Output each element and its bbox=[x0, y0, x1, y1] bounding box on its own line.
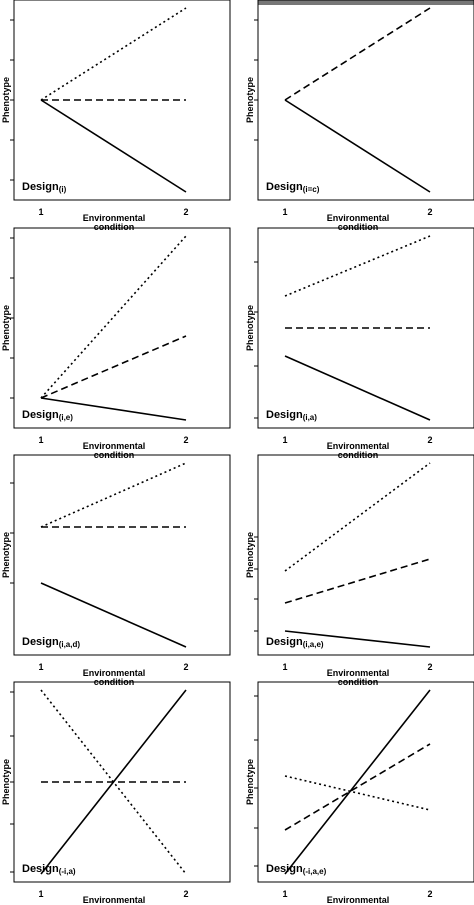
series-line-dashed bbox=[284, 558, 431, 604]
x-tick-label: 2 bbox=[427, 662, 432, 672]
series-line-dashed bbox=[284, 7, 431, 101]
design-label: Design(i,a) bbox=[266, 409, 317, 422]
series-line-dotted bbox=[40, 235, 187, 399]
series-line-dotted bbox=[284, 235, 431, 297]
x-axis-label-line1: Environmental bbox=[83, 441, 146, 451]
plot-frame bbox=[257, 227, 474, 429]
design-label-subscript: (i) bbox=[59, 185, 67, 194]
x-axis-label-line1: Environmental bbox=[327, 213, 390, 223]
x-tick-label: 2 bbox=[427, 435, 432, 445]
design-label: Design(i,a,e) bbox=[266, 636, 324, 649]
x-tick-label: 1 bbox=[38, 435, 43, 445]
x-tick-label: 1 bbox=[38, 889, 43, 899]
x-axis-label-line1: Environmental bbox=[83, 895, 146, 905]
design-label-main: Design bbox=[22, 181, 59, 193]
design-label: Design(i) bbox=[22, 181, 67, 194]
design-label-subscript: (i,a,d) bbox=[59, 640, 81, 649]
series-line-solid bbox=[40, 397, 187, 421]
x-tick-label: 2 bbox=[427, 889, 432, 899]
x-tick-label: 1 bbox=[282, 662, 287, 672]
series-line-solid bbox=[40, 99, 187, 193]
x-tick-label: 2 bbox=[183, 435, 188, 445]
x-axis-label-line1: Environmental bbox=[327, 441, 390, 451]
series-line-dotted bbox=[40, 689, 187, 875]
x-axis-label-line1: Environmental bbox=[83, 213, 146, 223]
y-axis-label: Phenotype bbox=[1, 305, 11, 351]
x-tick-label: 1 bbox=[38, 207, 43, 217]
x-tick-label: 1 bbox=[282, 207, 287, 217]
plot-frame bbox=[257, 454, 474, 656]
design-label-main: Design bbox=[22, 409, 59, 421]
y-axis-label: Phenotype bbox=[245, 532, 255, 578]
design-label-subscript: (i,a) bbox=[303, 413, 318, 422]
series-line-dashed bbox=[40, 335, 187, 399]
x-axis-label-line1: Environmental bbox=[327, 668, 390, 678]
design-label-main: Design bbox=[22, 863, 59, 875]
design-label-subscript: (i,e) bbox=[59, 413, 74, 422]
series-line-solid bbox=[284, 355, 431, 421]
design-label-subscript: (i=c) bbox=[303, 185, 320, 194]
x-axis-label-line1: Environmental bbox=[327, 895, 390, 905]
y-axis-label: Phenotype bbox=[245, 305, 255, 351]
x-tick-label: 1 bbox=[282, 889, 287, 899]
panel-8: Design(-i,a,e)Phenotype12Environmentalco… bbox=[245, 681, 474, 905]
series-line-solid bbox=[40, 582, 187, 648]
series-line-dotted bbox=[40, 7, 187, 101]
x-tick-label: 1 bbox=[282, 435, 287, 445]
x-tick-label: 2 bbox=[183, 662, 188, 672]
y-axis-label: Phenotype bbox=[1, 77, 11, 123]
design-label: Design(i,e) bbox=[22, 409, 73, 422]
x-tick-label: 2 bbox=[427, 207, 432, 217]
panel-7: Design(-i,a)Phenotype12Environmentalcond… bbox=[1, 681, 231, 905]
x-axis-label-line2: condition bbox=[338, 222, 379, 232]
design-label: Design(-i,a) bbox=[22, 863, 76, 876]
x-tick-label: 1 bbox=[38, 662, 43, 672]
design-label-subscript: (-i,a) bbox=[59, 867, 76, 876]
design-label: Design(i=c) bbox=[266, 181, 320, 194]
series-line-solid bbox=[284, 630, 431, 648]
plot-frame bbox=[13, 227, 231, 429]
design-label-main: Design bbox=[22, 636, 59, 648]
series-line-dashed bbox=[284, 743, 431, 831]
x-axis-label-line1: Environmental bbox=[83, 668, 146, 678]
design-label-main: Design bbox=[266, 863, 303, 875]
plot-frame bbox=[257, 0, 474, 201]
series-line-solid bbox=[284, 99, 431, 193]
design-label-main: Design bbox=[266, 636, 303, 648]
y-axis-label: Phenotype bbox=[1, 759, 11, 805]
design-label-main: Design bbox=[266, 181, 303, 193]
x-tick-label: 2 bbox=[183, 207, 188, 217]
y-axis-label: Phenotype bbox=[245, 77, 255, 123]
panel-2: Design(i=c) Phenotype 1 2 Environmentalcondi… bbox=[245, 0, 474, 232]
design-label: Design(-i,a,e) bbox=[266, 863, 327, 876]
x-tick-label: 2 bbox=[183, 889, 188, 899]
design-label: Design(i,a,d) bbox=[22, 636, 80, 649]
series-line-solid bbox=[284, 689, 431, 875]
plot-frame bbox=[257, 681, 474, 883]
x-axis-label-line2: condition bbox=[94, 222, 135, 232]
design-label-subscript: (i,a,e) bbox=[303, 640, 324, 649]
series-line-dotted bbox=[40, 462, 187, 528]
panel-top-bar bbox=[258, 0, 474, 5]
panel-1: Design(i) Phenotype 1 2 Environmentalconditi… bbox=[1, 0, 231, 232]
series-line-solid bbox=[40, 689, 187, 875]
y-axis-label: Phenotype bbox=[1, 532, 11, 578]
design-label-subscript: (-i,a,e) bbox=[303, 867, 327, 876]
plot-frame bbox=[13, 454, 231, 656]
y-axis-label: Phenotype bbox=[245, 759, 255, 805]
design-label-main: Design bbox=[266, 409, 303, 421]
series-line-dotted bbox=[284, 462, 431, 572]
